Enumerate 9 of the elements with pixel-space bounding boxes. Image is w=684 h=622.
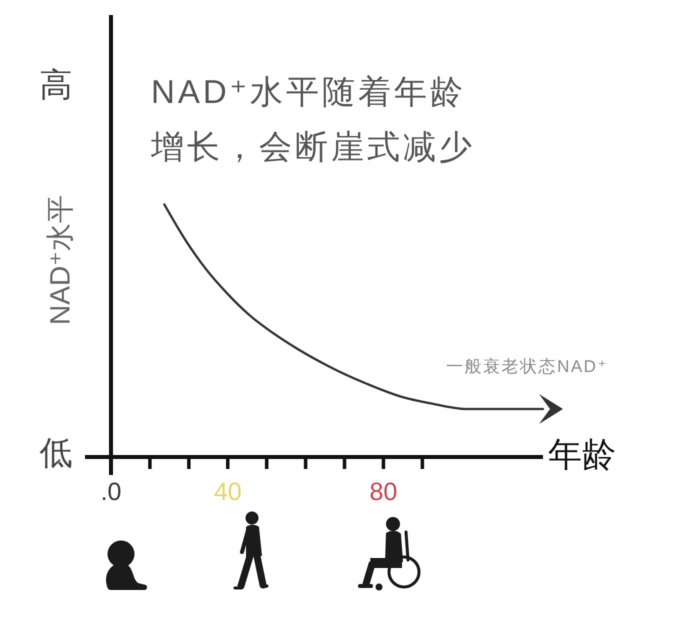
x-tick-label: 80 <box>370 478 398 506</box>
annotation: 一般衰老状态NAD⁺ <box>446 357 608 376</box>
text: .0 <box>100 478 122 506</box>
y-axis-title: NAD⁺水平 <box>44 195 76 325</box>
text: 高 <box>40 66 72 103</box>
text: 低 <box>40 434 72 471</box>
chart-title: NAD⁺水平随着年龄增长，会断崖式减少 <box>150 73 475 165</box>
x-tick-label: 40 <box>214 478 242 506</box>
x-axis-title: 年龄 <box>548 436 616 474</box>
